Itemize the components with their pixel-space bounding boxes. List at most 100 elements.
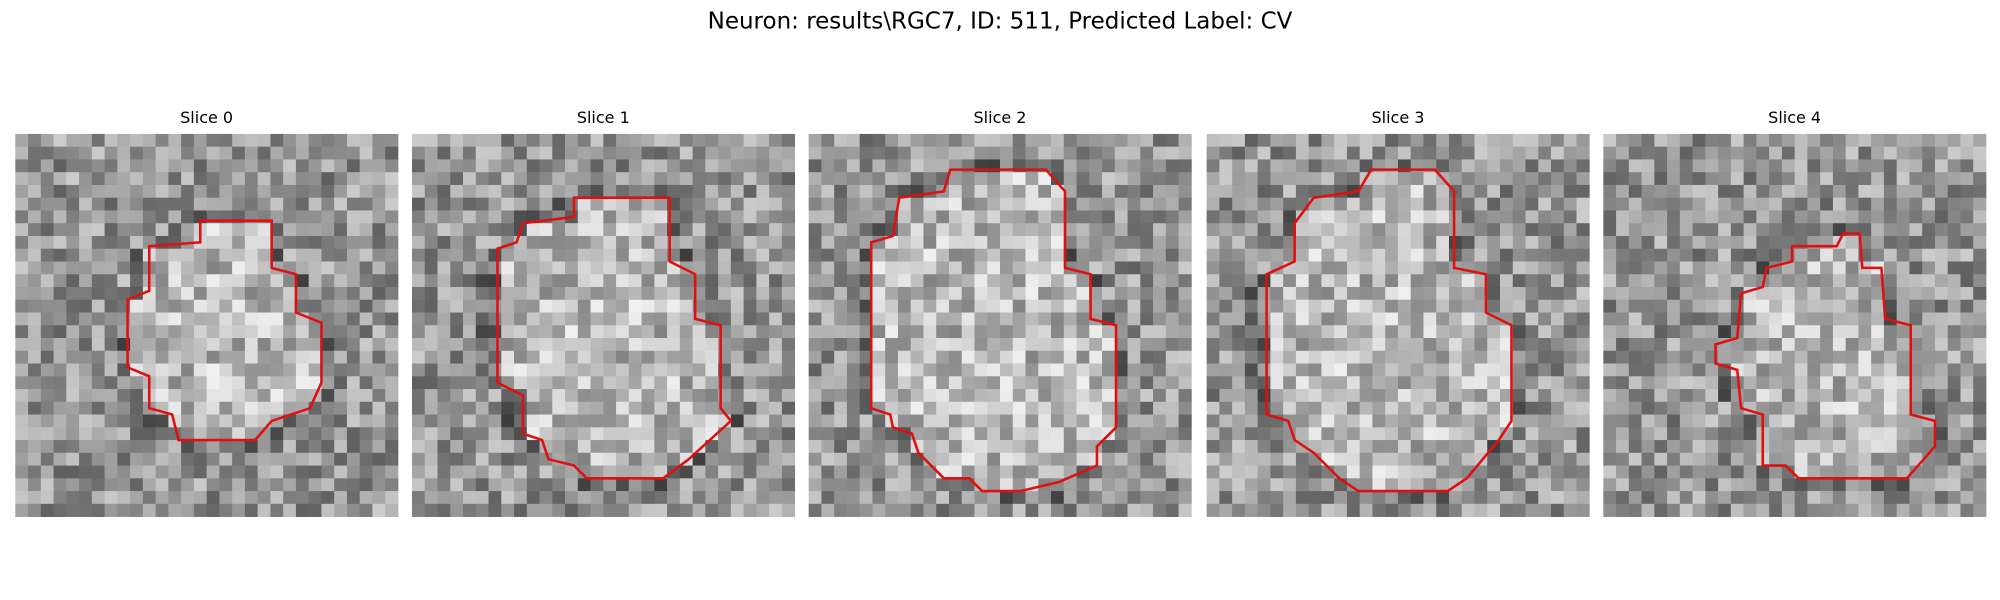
pixel (1270, 350, 1284, 364)
pixel (821, 401, 835, 415)
pixel (1397, 274, 1412, 288)
pixel (1206, 465, 1220, 479)
pixel (1423, 452, 1437, 466)
pixel (1820, 223, 1834, 237)
pixel (488, 312, 502, 326)
pixel (628, 325, 642, 339)
pixel (1960, 172, 1974, 186)
pixel (1832, 248, 1847, 262)
pixel (1705, 133, 1719, 148)
pixel (232, 350, 246, 364)
pixel (1960, 491, 1974, 505)
pixel (1423, 338, 1437, 352)
pixel (1346, 286, 1361, 301)
pixel (270, 503, 284, 517)
pixel (1692, 338, 1706, 352)
pixel (1667, 223, 1681, 237)
pixel (1845, 491, 1859, 505)
pixel (91, 338, 105, 352)
pixel (91, 440, 105, 454)
pixel (808, 159, 822, 173)
pixel (1845, 389, 1859, 403)
pixel (1756, 172, 1770, 186)
pixel (346, 350, 361, 364)
pixel (1628, 146, 1642, 160)
pixel (1165, 210, 1179, 224)
pixel (705, 452, 719, 466)
pixel (872, 503, 886, 517)
pixel (1257, 414, 1271, 428)
pixel (1012, 440, 1026, 454)
pixel (743, 427, 757, 441)
pixel (923, 197, 937, 211)
pixel (334, 452, 348, 466)
pixel (730, 312, 745, 326)
pixel (79, 478, 93, 492)
pixel (769, 197, 783, 211)
panel-title: Slice 3 (1371, 108, 1424, 127)
pixel (1807, 146, 1821, 160)
pixel (1730, 452, 1745, 466)
pixel (283, 452, 297, 466)
pixel (641, 197, 655, 211)
pixel (1257, 363, 1271, 377)
pixel (1165, 389, 1179, 403)
pixel (1538, 261, 1552, 275)
pixel (654, 197, 668, 211)
pixel (987, 440, 1001, 454)
pixel (1756, 146, 1770, 160)
pixel (1423, 401, 1437, 415)
pixel (1397, 350, 1412, 364)
pixel (1947, 427, 1961, 441)
pixel (1883, 146, 1898, 160)
pixel (334, 299, 348, 313)
pixel (1896, 440, 1910, 454)
pixel (552, 389, 566, 403)
pixel (295, 363, 310, 377)
pixel (999, 427, 1014, 441)
pixel (1512, 235, 1526, 250)
pixel (1076, 133, 1090, 148)
pixel (1127, 452, 1141, 466)
pixel (295, 414, 310, 428)
pixel (1667, 210, 1681, 224)
pixel (1076, 159, 1090, 173)
pixel (219, 414, 233, 428)
pixel (501, 274, 515, 288)
pixel (590, 312, 604, 326)
pixel (1730, 159, 1745, 173)
pixel (552, 440, 566, 454)
pixel (1334, 210, 1348, 224)
pixel (514, 210, 528, 224)
pixel (603, 325, 617, 339)
pixel (756, 223, 770, 237)
pixel (526, 235, 540, 250)
pixel (1257, 338, 1271, 352)
pixel (346, 452, 361, 466)
pixel (257, 325, 271, 339)
pixel (705, 414, 719, 428)
pixel (91, 197, 105, 211)
pixel (1448, 299, 1463, 313)
pixel (1321, 478, 1335, 492)
pixel (743, 491, 757, 505)
pixel (91, 223, 105, 237)
pixel (1845, 312, 1859, 326)
pixel (244, 376, 259, 390)
pixel (463, 440, 477, 454)
pixel (1603, 286, 1617, 301)
pixel (1858, 414, 1872, 428)
pixel (1076, 350, 1090, 364)
pixel (283, 223, 297, 237)
pixel (641, 427, 655, 441)
pixel (1219, 159, 1233, 173)
pixel (1883, 133, 1898, 148)
pixel (1359, 223, 1373, 237)
pixel (1474, 325, 1488, 339)
pixel (411, 414, 426, 428)
pixel (1538, 274, 1552, 288)
pixel (808, 146, 822, 160)
pixel (91, 299, 105, 313)
pixel (846, 503, 861, 517)
pixel (590, 235, 604, 250)
